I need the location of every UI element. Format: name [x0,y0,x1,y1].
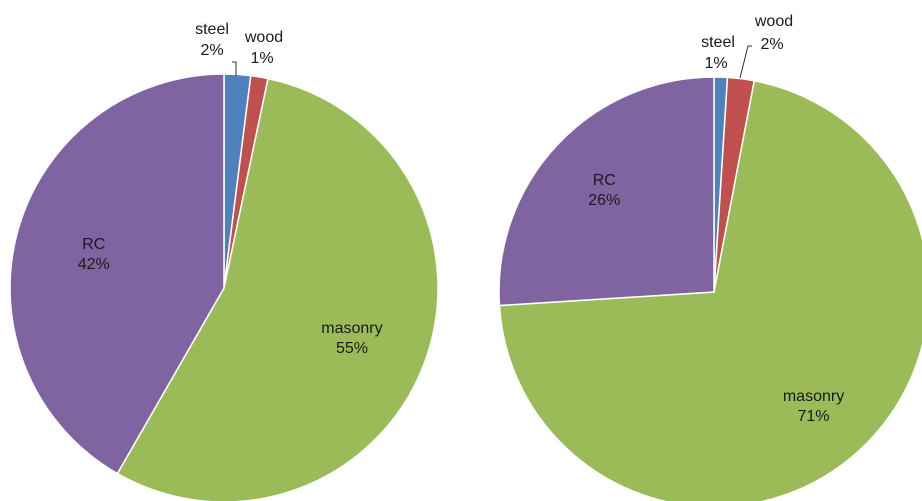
leader-line-wood [739,45,752,79]
slice-label-RC: RC [593,172,616,189]
slice-masonry [116,77,439,501]
pie-chart-right: steel 1% wood 2% masonry 71% RC 26% [498,13,922,501]
slice-RC [498,76,715,307]
slice-percent-RC: 26% [588,192,620,209]
slice-label-steel: steel [701,34,735,51]
slice-masonry [498,79,922,501]
slice-label-masonry: masonry [321,320,382,337]
slice-percent-wood: 1% [250,50,273,67]
slice-label-wood: wood [244,29,283,46]
slice-percent-wood: 2% [760,36,783,53]
slice-RC [9,73,225,475]
slice-label-RC: RC [82,236,105,253]
slice-percent-steel: 2% [200,42,223,59]
leader-line-steel [232,61,237,76]
slice-label-masonry: masonry [783,388,844,405]
pie-chart-left: steel 2% wood 1% masonry 55% RC 42% [9,21,439,501]
slice-label-wood: wood [754,13,793,30]
slice-percent-masonry: 55% [336,340,368,357]
slice-label-steel: steel [195,21,229,38]
slice-percent-RC: 42% [78,256,110,273]
slice-percent-masonry: 71% [798,408,830,425]
slice-percent-steel: 1% [704,55,727,72]
